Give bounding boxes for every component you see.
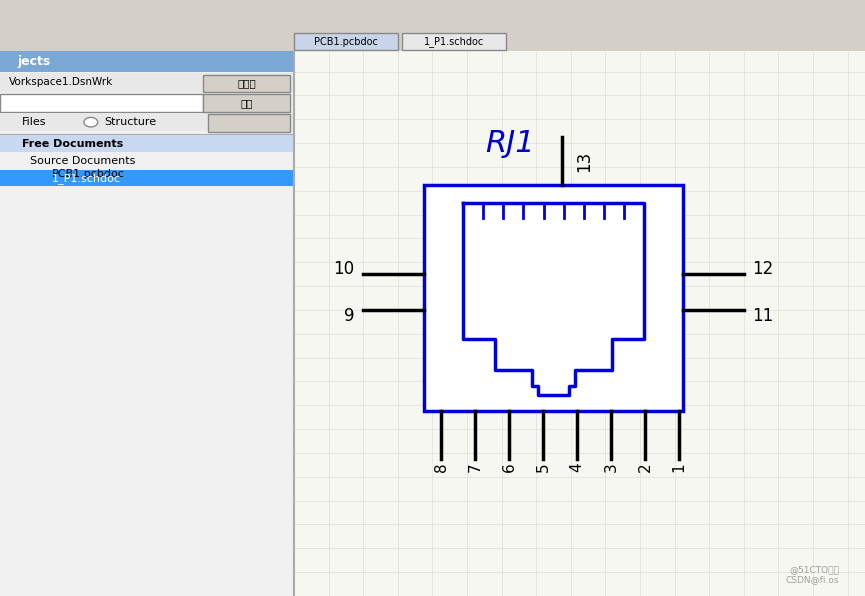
FancyBboxPatch shape [0,33,865,51]
Text: 12: 12 [753,260,774,278]
FancyBboxPatch shape [208,114,290,132]
Bar [424,185,683,411]
Text: Vorkspace1.DsnWrk: Vorkspace1.DsnWrk [9,77,113,87]
Text: 1_P1.schdoc: 1_P1.schdoc [52,173,121,184]
Text: 6: 6 [502,462,516,471]
Text: 11: 11 [753,307,774,325]
FancyBboxPatch shape [203,94,290,112]
Text: 1: 1 [671,462,687,471]
FancyBboxPatch shape [402,33,506,50]
Text: Files: Files [22,117,46,127]
Text: 7: 7 [468,462,483,471]
FancyBboxPatch shape [0,73,294,92]
Text: 5: 5 [535,462,551,471]
Text: 4: 4 [569,462,585,471]
Text: Source Documents: Source Documents [30,156,136,166]
FancyBboxPatch shape [0,0,294,596]
FancyBboxPatch shape [203,75,290,92]
Text: PCB1.pcbdoc: PCB1.pcbdoc [314,37,378,46]
FancyBboxPatch shape [0,0,865,33]
FancyBboxPatch shape [0,51,294,72]
Text: 13: 13 [575,150,593,172]
Text: @51CTO博客
CSDN@fi.os: @51CTO博客 CSDN@fi.os [785,564,839,584]
Text: Structure: Structure [104,117,156,127]
Text: 9: 9 [344,307,355,325]
FancyBboxPatch shape [0,170,294,186]
FancyBboxPatch shape [0,94,203,112]
Text: 3: 3 [604,462,618,471]
Text: 10: 10 [334,260,355,278]
Text: 工程: 工程 [240,98,253,108]
Text: 1_P1.schdoc: 1_P1.schdoc [424,36,484,47]
FancyBboxPatch shape [0,113,294,131]
FancyBboxPatch shape [294,33,398,50]
Circle shape [84,117,98,127]
FancyBboxPatch shape [294,51,865,596]
Text: 8: 8 [433,462,449,471]
Text: PCB1.pcbdoc: PCB1.pcbdoc [52,169,125,179]
Text: 工作台: 工作台 [237,79,256,88]
FancyBboxPatch shape [0,135,294,152]
Text: jects: jects [17,55,50,68]
Text: 2: 2 [638,462,652,471]
Text: Free Documents: Free Documents [22,139,123,148]
Text: RJ1: RJ1 [485,129,535,157]
